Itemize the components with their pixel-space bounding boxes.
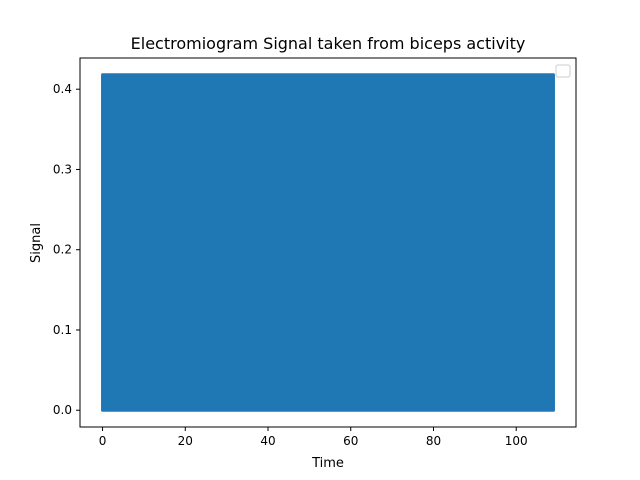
- y-tick-label-2: 0.2: [53, 243, 72, 257]
- y-tick-label-4: 0.4: [53, 82, 72, 96]
- x-tick-label-2: 40: [260, 434, 275, 448]
- chart-title: Electromiogram Signal taken from biceps …: [131, 34, 526, 53]
- x-axis-label: Time: [311, 456, 344, 471]
- y-axis-label: Signal: [29, 223, 44, 263]
- x-tick-label-1: 20: [178, 434, 193, 448]
- y-tick-label-3: 0.3: [53, 162, 72, 176]
- x-tick-label-0: 0: [99, 434, 107, 448]
- legend-box: [555, 64, 571, 78]
- y-tick-label-1: 0.1: [53, 323, 72, 337]
- y-tick-label-0: 0.0: [53, 403, 72, 417]
- axes-frame: [79, 57, 577, 428]
- x-tick-label-3: 60: [343, 434, 358, 448]
- x-tick-label-4: 80: [426, 434, 441, 448]
- signal-series-0: [101, 73, 555, 412]
- x-tick-label-5: 100: [505, 434, 528, 448]
